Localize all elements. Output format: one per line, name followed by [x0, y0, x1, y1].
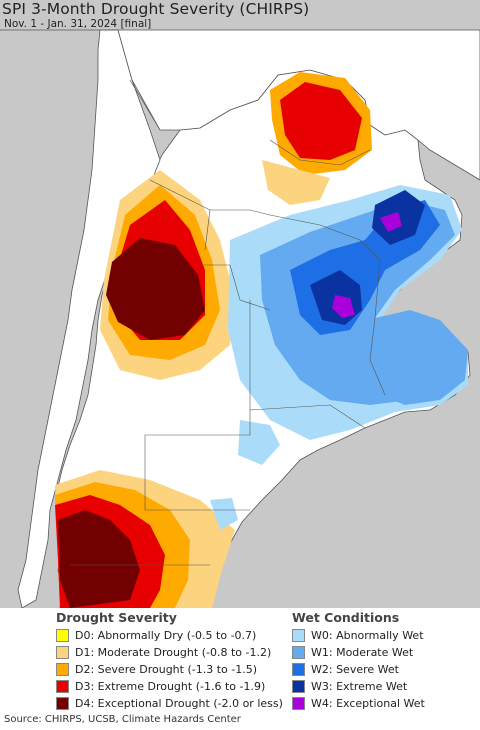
northern-land [0, 29, 480, 181]
legend-label-d0: D0: Abnormally Dry (-0.5 to -0.7) [75, 628, 257, 642]
swatch-w3 [292, 679, 305, 693]
map-title: SPI 3-Month Drought Severity (CHIRPS) [2, 0, 310, 18]
swatch-w4 [292, 696, 305, 710]
swatch-w2 [292, 662, 305, 676]
legend-item-d4: D4: Exceptional Drought (-2.0 or less) [56, 695, 283, 711]
legend-item-w4: W4: Exceptional Wet [292, 695, 425, 711]
wet-legend-heading: Wet Conditions [292, 610, 400, 625]
legend-label-d1: D1: Moderate Drought (-0.8 to -1.2) [75, 645, 272, 659]
legend-item-w1: W1: Moderate Wet [292, 644, 413, 660]
legend-label-w0: W0: Abnormally Wet [311, 628, 424, 642]
swatch-w1 [292, 645, 305, 659]
legend-item-d2: D2: Severe Drought (-1.3 to -1.5) [56, 661, 257, 677]
legend-label-w1: W1: Moderate Wet [311, 645, 414, 659]
map-canvas [0, 29, 480, 608]
wet-uruguay-w1 [370, 310, 468, 405]
legend-label-w3: W3: Extreme Wet [311, 679, 408, 693]
wet-east-w4 [332, 212, 402, 318]
legend-item-w0: W0: Abnormally Wet [292, 627, 424, 643]
swatch-d1 [56, 645, 69, 659]
legend-item-w2: W2: Severe Wet [292, 661, 399, 677]
source-credit: Source: CHIRPS, UCSB, Climate Hazards Ce… [4, 714, 241, 725]
legend-label-w2: W2: Severe Wet [311, 662, 399, 676]
wet-central-w0 [210, 420, 280, 530]
swatch-d2 [56, 662, 69, 676]
legend-item-w3: W3: Extreme Wet [292, 678, 407, 694]
legend-item-d0: D0: Abnormally Dry (-0.5 to -0.7) [56, 627, 256, 643]
swatch-d4 [56, 696, 69, 710]
legend-item-d3: D3: Extreme Drought (-1.6 to -1.9) [56, 678, 265, 694]
legend-label-w4: W4: Exceptional Wet [311, 696, 425, 710]
swatch-d0 [56, 628, 69, 642]
legend-label-d4: D4: Exceptional Drought (-2.0 or less) [75, 696, 283, 710]
drought-legend-heading: Drought Severity [56, 610, 177, 625]
drought-map: SPI 3-Month Drought Severity (CHIRPS) No… [0, 0, 480, 608]
map-subtitle: Nov. 1 - Jan. 31, 2024 [final] [4, 18, 152, 30]
drought-north-d1 [262, 160, 330, 205]
drought-north-d3 [280, 82, 362, 160]
swatch-d3 [56, 679, 69, 693]
legend-label-d3: D3: Extreme Drought (-1.6 to -1.9) [75, 679, 266, 693]
swatch-w0 [292, 628, 305, 642]
legend: Drought Severity Wet Conditions D0: Abno… [0, 608, 480, 712]
legend-item-d1: D1: Moderate Drought (-0.8 to -1.2) [56, 644, 271, 660]
drought-south-d4 [58, 510, 140, 608]
drought-west-d4 [106, 238, 205, 340]
legend-label-d2: D2: Severe Drought (-1.3 to -1.5) [75, 662, 258, 676]
borders [70, 79, 386, 566]
